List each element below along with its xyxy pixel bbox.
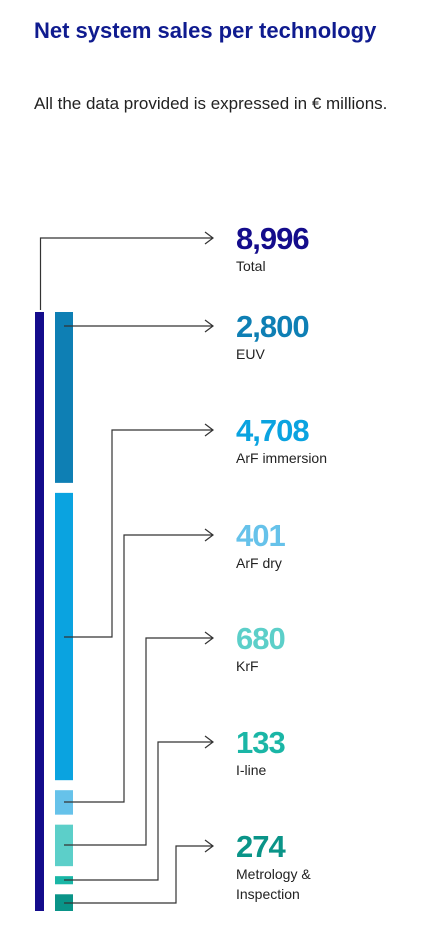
arf-dry-category-label: ArF dry (236, 555, 282, 571)
euv-segment (55, 312, 73, 483)
arf-dry-arrow-icon (204, 528, 214, 542)
arf-dry-connector (64, 534, 213, 803)
arf-immersion-connector (64, 429, 213, 638)
arf-immersion-arrow-icon (204, 423, 214, 437)
metrology-inspection-category-label: Metrology & (236, 866, 311, 882)
arf-immersion-value-label: 4,708 (236, 413, 309, 448)
chart-subtitle: All the data provided is expressed in € … (34, 94, 388, 113)
i-line-arrow-icon (204, 735, 214, 749)
metrology-inspection-arrow-icon (204, 839, 214, 853)
arf-immersion-category-label: ArF immersion (236, 450, 327, 466)
i-line-category-label: I-line (236, 762, 267, 778)
euv-category-label: EUV (236, 346, 265, 362)
total-connector (39, 237, 213, 310)
total-bar (35, 312, 44, 911)
metrology-inspection-value-label: 274 (236, 829, 286, 864)
metrology-inspection-category-label-line2: Inspection (236, 886, 300, 902)
krf-value-label: 680 (236, 621, 285, 656)
euv-value-label: 2,800 (236, 309, 309, 344)
total-arrow-icon (204, 231, 214, 245)
i-line-value-label: 133 (236, 725, 285, 760)
krf-category-label: KrF (236, 658, 259, 674)
krf-connector (64, 637, 213, 846)
euv-arrow-icon (204, 319, 214, 333)
arf-dry-value-label: 401 (236, 518, 285, 553)
total-category-label: Total (236, 258, 266, 274)
chart-title: Net system sales per technology (34, 18, 377, 43)
total-value-label: 8,996 (236, 221, 309, 256)
krf-arrow-icon (204, 631, 214, 645)
i-line-connector (64, 741, 213, 881)
metrology-inspection-connector (64, 845, 213, 904)
